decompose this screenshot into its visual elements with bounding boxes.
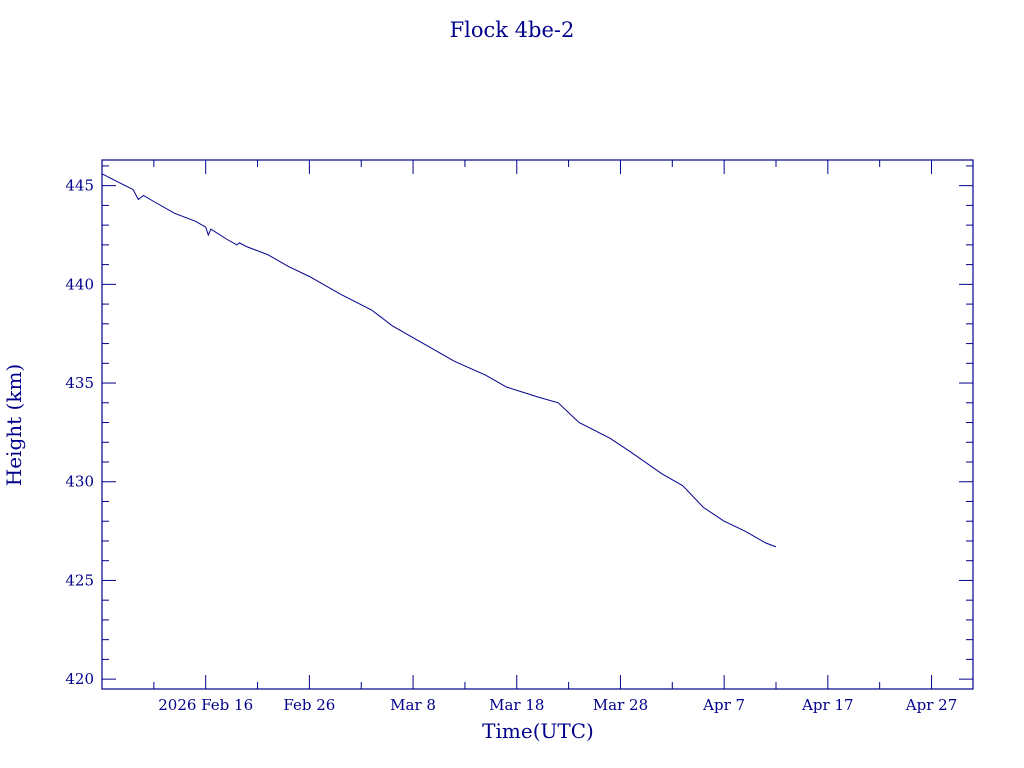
x-tick-label: Mar 18 [489,696,544,714]
y-tick-label: 435 [65,374,94,392]
y-tick-label: 425 [65,571,94,589]
x-tick-label: Apr 7 [702,696,745,714]
chart-title: Flock 4be-2 [450,18,575,42]
x-tick-label: Mar 28 [593,696,648,714]
plot-frame [101,159,974,690]
y-tick-label: 430 [65,473,94,491]
height-series-line [101,173,777,548]
series-layer [101,173,777,548]
x-tick-label: Mar 8 [390,696,436,714]
x-tick-label: Apr 17 [801,696,853,714]
x-tick-label: Apr 27 [905,696,957,714]
y-axis-label: Height (km) [2,364,26,486]
axis-ticks [101,160,973,689]
x-tick-label: Feb 26 [283,696,335,714]
y-tick-label: 440 [65,275,94,293]
x-axis-label: Time(UTC) [482,719,594,743]
tick-labels: 420 425 430 435 440 445 2026 Feb 16 Feb 26 Mar 8… [65,177,957,714]
y-tick-label: 445 [65,177,94,195]
x-tick-label: 2026 Feb 16 [158,696,253,714]
y-tick-label: 420 [65,670,94,688]
